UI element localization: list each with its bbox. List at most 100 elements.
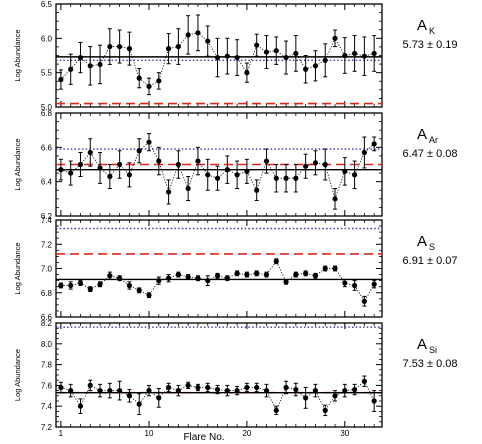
abundance-value: 5.73 ± 0.19: [403, 39, 458, 51]
data-point: [332, 265, 338, 272]
data-point: [361, 53, 367, 59]
panel-ar: 6.2 6.4 6.6 6.8 A Ar 6.47 ± 0.08 Log Abundance: [13, 109, 457, 221]
data-point: [205, 172, 211, 178]
data-point: [195, 384, 201, 391]
data-point: [97, 165, 103, 171]
data-point: [351, 386, 358, 393]
data-point: [293, 386, 299, 393]
y-axis-label: Log Abundance: [13, 242, 22, 294]
abundance-value: 6.91 ± 0.07: [403, 255, 458, 267]
data-point: [58, 384, 64, 391]
data-point: [195, 158, 201, 164]
y-tick-label: 6.6: [41, 313, 53, 322]
y-tick-label: 7.6: [41, 381, 53, 390]
data-point: [146, 292, 152, 298]
data-point: [303, 395, 309, 401]
data-point: [156, 78, 162, 84]
data-point: [97, 388, 103, 394]
data-point: [185, 185, 191, 192]
element-label: A: [417, 336, 427, 353]
data-point: [263, 49, 270, 55]
connecting-line: [60, 380, 375, 412]
element-label: A: [417, 17, 427, 34]
element-label: A: [417, 126, 427, 143]
y-tick-label: 6.8: [41, 109, 53, 118]
element-subscript: K: [429, 26, 435, 36]
data-point: [175, 43, 181, 50]
y-tick-label: 7.4: [41, 402, 53, 411]
data-point: [165, 189, 172, 195]
data-point: [58, 76, 64, 83]
data-point: [77, 280, 84, 286]
data-point: [107, 173, 113, 180]
data-point: [371, 50, 377, 57]
data-point: [68, 170, 74, 176]
data-point: [351, 50, 358, 57]
data-point: [322, 265, 328, 272]
data-point: [273, 407, 279, 413]
data-point: [332, 196, 338, 202]
data-point: [263, 158, 270, 164]
data-point: [254, 270, 260, 276]
data-point: [97, 281, 103, 287]
data-point: [322, 407, 328, 413]
data-point: [175, 388, 181, 394]
data-point: [185, 32, 191, 38]
data-point: [293, 175, 299, 181]
data-point: [77, 161, 84, 168]
data-point: [117, 388, 123, 394]
data-point: [117, 161, 123, 168]
data-point: [146, 139, 152, 145]
x-tick-label: 30: [340, 429, 349, 438]
element-subscript: S: [429, 242, 435, 252]
data-point: [195, 30, 201, 36]
data-point: [185, 274, 191, 280]
data-point: [303, 270, 309, 276]
data-point: [136, 148, 142, 154]
data-point: [303, 66, 309, 72]
data-point: [68, 66, 74, 72]
data-point: [126, 282, 133, 289]
element-label: A: [417, 233, 427, 250]
panel-s: 6.6 6.8 7.0 7.2 7.4 A S 6.91 ± 0.07 Log Abundanc…: [13, 216, 457, 322]
data-point: [224, 167, 230, 173]
data-point: [97, 61, 103, 68]
element-subscript: Ar: [429, 135, 438, 145]
data-point: [87, 286, 93, 292]
data-point: [342, 280, 348, 286]
data-point: [156, 158, 162, 164]
data-point: [342, 52, 348, 59]
data-point: [214, 273, 221, 279]
abundance-value: 7.53 ± 0.08: [403, 358, 458, 370]
data-point: [224, 275, 230, 281]
data-point: [263, 388, 270, 394]
data-point: [351, 282, 358, 289]
data-point: [244, 384, 250, 391]
panel-k: 5.0 5.5 6.0 6.5 A K 5.73 ± 0.19 Log Abundance: [13, 0, 457, 112]
data-point: [273, 258, 279, 264]
data-point: [58, 282, 64, 289]
data-point: [214, 54, 221, 61]
data-point: [77, 403, 84, 409]
data-point: [136, 401, 142, 407]
data-point: [117, 43, 123, 50]
data-point: [107, 43, 113, 50]
data-point: [332, 35, 338, 41]
x-tick-label: 1: [59, 429, 64, 438]
data-point: [126, 172, 133, 178]
data-point: [293, 50, 299, 57]
data-point: [156, 278, 162, 284]
data-point: [224, 53, 230, 59]
data-point: [312, 273, 319, 279]
data-point: [205, 384, 211, 391]
x-axis-label: Flare No.: [183, 432, 224, 443]
data-point: [195, 275, 201, 281]
x-tick-label: 20: [242, 429, 251, 438]
data-point: [117, 275, 123, 281]
data-point: [234, 172, 240, 178]
data-point: [361, 298, 367, 304]
data-point: [303, 163, 309, 169]
data-point: [273, 48, 279, 54]
data-point: [361, 149, 367, 156]
y-tick-label: 6.0: [41, 34, 53, 43]
